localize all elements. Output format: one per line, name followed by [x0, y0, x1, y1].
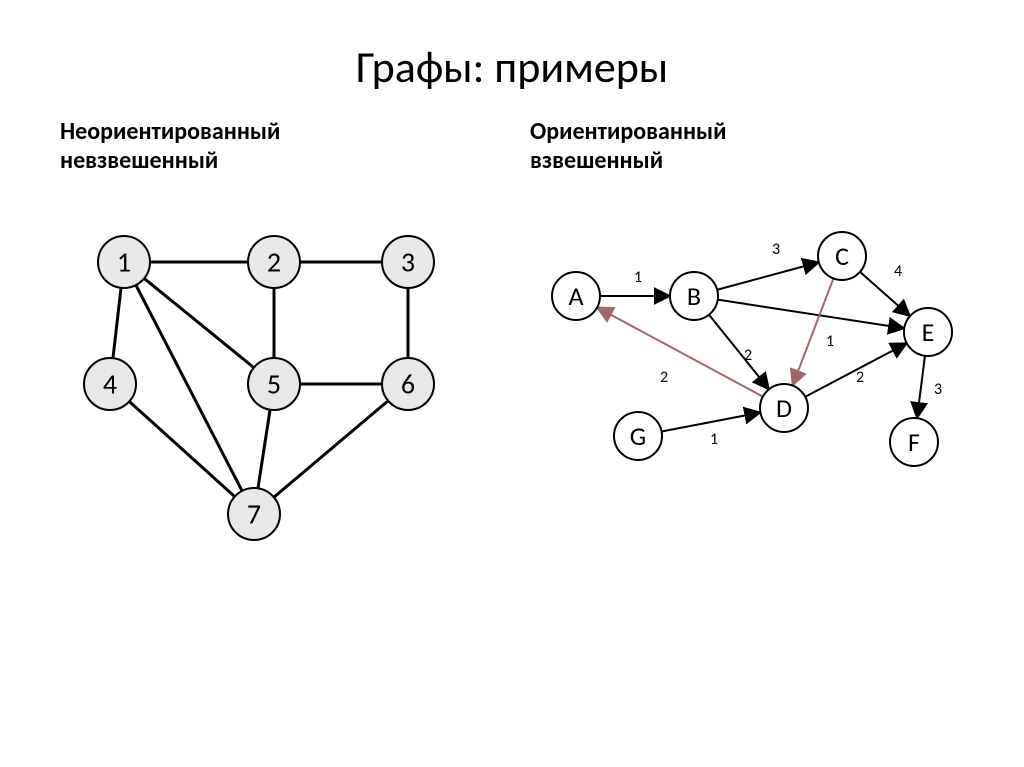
- svg-text:1: 1: [117, 244, 131, 279]
- page-title: Графы: примеры: [0, 0, 1024, 118]
- svg-text:4: 4: [894, 262, 902, 281]
- svg-text:6: 6: [401, 366, 415, 401]
- svg-text:5: 5: [267, 366, 281, 401]
- left-subtitle: Неориентированный невзвешенный: [60, 118, 490, 176]
- right-subtitle-line2: взвешенный: [530, 146, 663, 175]
- svg-text:2: 2: [660, 368, 668, 387]
- svg-text:4: 4: [103, 366, 117, 401]
- left-graph-svg: 1 2 3 4 5 6 7: [60, 184, 490, 584]
- right-subtitle: Ориентированный взвешенный: [530, 118, 980, 176]
- svg-text:B: B: [687, 280, 701, 312]
- svg-text:7: 7: [247, 496, 261, 531]
- svg-text:2: 2: [856, 368, 864, 387]
- svg-text:3: 3: [934, 380, 942, 399]
- svg-text:1: 1: [710, 430, 718, 449]
- svg-text:2: 2: [744, 346, 752, 365]
- svg-text:F: F: [908, 426, 920, 458]
- left-subtitle-line2: невзвешенный: [60, 146, 218, 175]
- svg-text:D: D: [776, 392, 792, 424]
- svg-text:1: 1: [634, 268, 642, 287]
- right-column: Ориентированный взвешенный 1 3 4 2 2 1 2 1 3 A B C E…: [530, 118, 980, 604]
- right-graph: 1 3 4 2 2 1 2 1 3 A B C E D G F: [530, 184, 980, 604]
- svg-text:A: A: [568, 280, 583, 312]
- right-subtitle-line1: Ориентированный: [530, 117, 726, 146]
- svg-text:C: C: [835, 240, 849, 272]
- svg-text:G: G: [630, 420, 646, 452]
- svg-text:3: 3: [401, 244, 415, 279]
- svg-text:3: 3: [772, 240, 780, 259]
- columns: Неориентированный невзвешенный 1 2 3 4 5 6 7 О…: [0, 118, 1024, 604]
- svg-text:2: 2: [267, 244, 281, 279]
- svg-text:E: E: [922, 316, 935, 348]
- left-graph: 1 2 3 4 5 6 7: [60, 184, 490, 604]
- svg-text:1: 1: [826, 332, 834, 351]
- left-column: Неориентированный невзвешенный 1 2 3 4 5 6 7: [60, 118, 490, 604]
- right-graph-svg: 1 3 4 2 2 1 2 1 3 A B C E D G F: [530, 184, 980, 534]
- left-subtitle-line1: Неориентированный: [60, 117, 280, 146]
